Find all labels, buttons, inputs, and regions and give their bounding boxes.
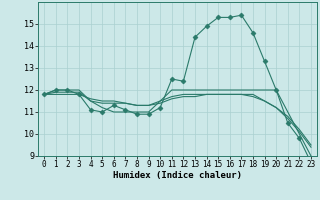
X-axis label: Humidex (Indice chaleur): Humidex (Indice chaleur) <box>113 171 242 180</box>
